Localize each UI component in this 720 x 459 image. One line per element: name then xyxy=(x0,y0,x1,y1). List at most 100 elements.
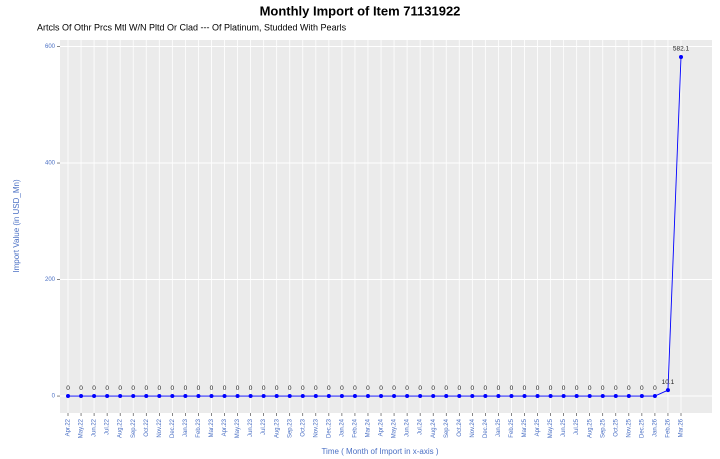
data-label: 0 xyxy=(484,385,488,392)
data-label: 0 xyxy=(184,385,188,392)
data-label: 0 xyxy=(327,385,331,392)
x-tick-label: Jul.22 xyxy=(105,418,111,435)
x-tick-label: Jan.25 xyxy=(496,418,502,437)
x-tick-label: May.25 xyxy=(548,418,554,438)
x-tick-label: Oct.22 xyxy=(144,418,150,436)
y-axis-title: Import Value (in USD_Mn) xyxy=(12,179,21,273)
data-label: 0 xyxy=(157,385,161,392)
point xyxy=(339,394,344,399)
data-label: 0 xyxy=(431,385,435,392)
point xyxy=(600,394,605,399)
data-label: 0 xyxy=(457,385,461,392)
x-tick-label: Feb.26 xyxy=(666,418,672,437)
point xyxy=(561,394,566,399)
data-label: 0 xyxy=(92,385,96,392)
x-tick-label: Jun.25 xyxy=(561,418,567,437)
x-tick-label: Aug.25 xyxy=(587,418,593,438)
point xyxy=(118,394,123,399)
y-tick-label: 400 xyxy=(45,161,56,167)
data-label: 582.1 xyxy=(673,46,690,53)
x-tick-label: Nov.22 xyxy=(157,418,163,437)
x-tick-label: Oct.23 xyxy=(300,418,306,436)
data-label: 0 xyxy=(588,385,592,392)
point xyxy=(131,394,136,399)
point xyxy=(431,394,436,399)
data-label: 0 xyxy=(575,385,579,392)
point xyxy=(196,394,201,399)
x-tick-label: Jul.24 xyxy=(418,418,424,435)
x-tick-label: Nov.23 xyxy=(313,418,319,437)
x-tick-label: Sep.25 xyxy=(600,418,606,438)
data-label: 0 xyxy=(66,385,70,392)
point xyxy=(105,394,110,399)
point xyxy=(379,394,384,399)
point xyxy=(509,394,514,399)
data-label: 0 xyxy=(444,385,448,392)
data-label: 0 xyxy=(392,385,396,392)
data-label: 0 xyxy=(118,385,122,392)
x-tick-label: Jul.23 xyxy=(261,418,267,435)
point xyxy=(248,394,253,399)
x-tick-label: Mar.26 xyxy=(679,418,685,437)
point xyxy=(613,394,618,399)
point xyxy=(392,394,397,399)
x-tick-label: Oct.25 xyxy=(613,418,619,436)
data-label: 0 xyxy=(536,385,540,392)
point xyxy=(405,394,410,399)
data-label: 0 xyxy=(601,385,605,392)
data-label: 0 xyxy=(131,385,135,392)
x-tick-label: May.23 xyxy=(235,418,241,438)
x-tick-label: Apr.25 xyxy=(535,418,541,436)
data-label: 0 xyxy=(549,385,553,392)
x-tick-label: Jan.24 xyxy=(339,418,345,437)
x-tick-label: Jun.23 xyxy=(248,418,254,437)
x-tick-label: Jun.22 xyxy=(92,418,98,437)
x-tick-label: Apr.24 xyxy=(379,418,385,436)
point xyxy=(444,394,449,399)
point xyxy=(470,394,475,399)
x-tick-label: Dec.22 xyxy=(170,418,176,438)
x-tick-label: Aug.22 xyxy=(118,418,124,438)
point xyxy=(483,394,488,399)
x-tick-label: Feb.25 xyxy=(509,418,515,437)
data-label: 0 xyxy=(262,385,266,392)
point xyxy=(522,394,527,399)
point xyxy=(352,394,357,399)
data-label: 0 xyxy=(275,385,279,392)
line-series xyxy=(68,56,682,397)
data-label: 0 xyxy=(640,385,644,392)
data-label: 0 xyxy=(340,385,344,392)
x-tick-label: Apr.23 xyxy=(222,418,228,436)
data-label: 0 xyxy=(471,385,475,392)
data-label: 0 xyxy=(379,385,383,392)
point xyxy=(66,394,70,399)
x-tick-label: Mar.24 xyxy=(366,418,372,437)
point xyxy=(535,394,540,399)
x-axis-title: Time ( Month of Import in x-axis ) xyxy=(321,447,438,456)
data-label: 0 xyxy=(79,385,83,392)
x-tick-label: Feb.24 xyxy=(353,418,359,437)
point xyxy=(365,394,370,399)
x-tick-label: Sep.24 xyxy=(444,418,450,438)
x-tick-label: Sep.22 xyxy=(131,418,137,438)
y-tick-label: 200 xyxy=(45,277,56,283)
data-label: 0 xyxy=(562,385,566,392)
data-label: 0 xyxy=(171,385,175,392)
plot-panel xyxy=(60,40,712,413)
data-label: 0 xyxy=(236,385,240,392)
chart-title: Monthly Import of Item 71131922 xyxy=(260,3,461,18)
x-tick-label: Dec.24 xyxy=(483,418,489,438)
point xyxy=(235,394,240,399)
data-label: 0 xyxy=(523,385,527,392)
point xyxy=(587,394,592,399)
data-label: 0 xyxy=(210,385,214,392)
data-label: 0 xyxy=(288,385,292,392)
data-label: 0 xyxy=(144,385,148,392)
x-tick-label: May.22 xyxy=(79,418,85,438)
point xyxy=(274,394,279,399)
point xyxy=(183,394,188,399)
data-label: 0 xyxy=(301,385,305,392)
y-tick-label: 0 xyxy=(52,394,56,400)
